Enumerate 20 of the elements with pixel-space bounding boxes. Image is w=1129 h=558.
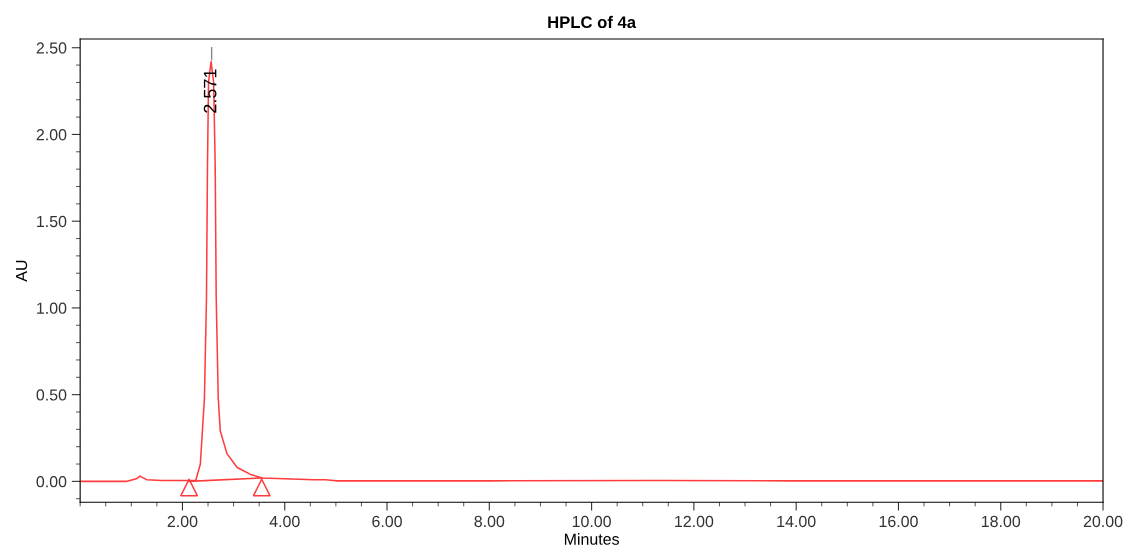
x-tick-label: 10.00 bbox=[572, 515, 611, 528]
x-tick-label: 8.00 bbox=[474, 515, 505, 528]
x-tick-label: 6.00 bbox=[372, 515, 402, 528]
y-tick-label: 0.00 bbox=[36, 476, 67, 488]
x-axis-title: Minutes bbox=[564, 533, 619, 545]
y-tick-label: 1.00 bbox=[37, 302, 67, 314]
x-tick-label: 2.00 bbox=[167, 515, 198, 528]
y-tick-label: 0.50 bbox=[36, 389, 67, 401]
annotation: 2.571 bbox=[203, 69, 217, 113]
x-tick-label: 20.00 bbox=[1083, 515, 1123, 528]
chart-title: HPLC of 4a bbox=[548, 15, 637, 29]
x-tick-label: 16.00 bbox=[879, 515, 918, 528]
y-tick-label: 1.50 bbox=[37, 215, 67, 228]
x-tick-label: 18.00 bbox=[981, 515, 1021, 528]
y-axis-title: AU bbox=[16, 260, 28, 282]
x-tick-label: 4.00 bbox=[269, 515, 300, 528]
x-tick-label: 12.00 bbox=[675, 515, 714, 528]
y-tick-label: 2.50 bbox=[36, 42, 67, 54]
x-tick-label: 14.00 bbox=[777, 515, 816, 528]
y-tick-label: 2.00 bbox=[36, 129, 67, 141]
